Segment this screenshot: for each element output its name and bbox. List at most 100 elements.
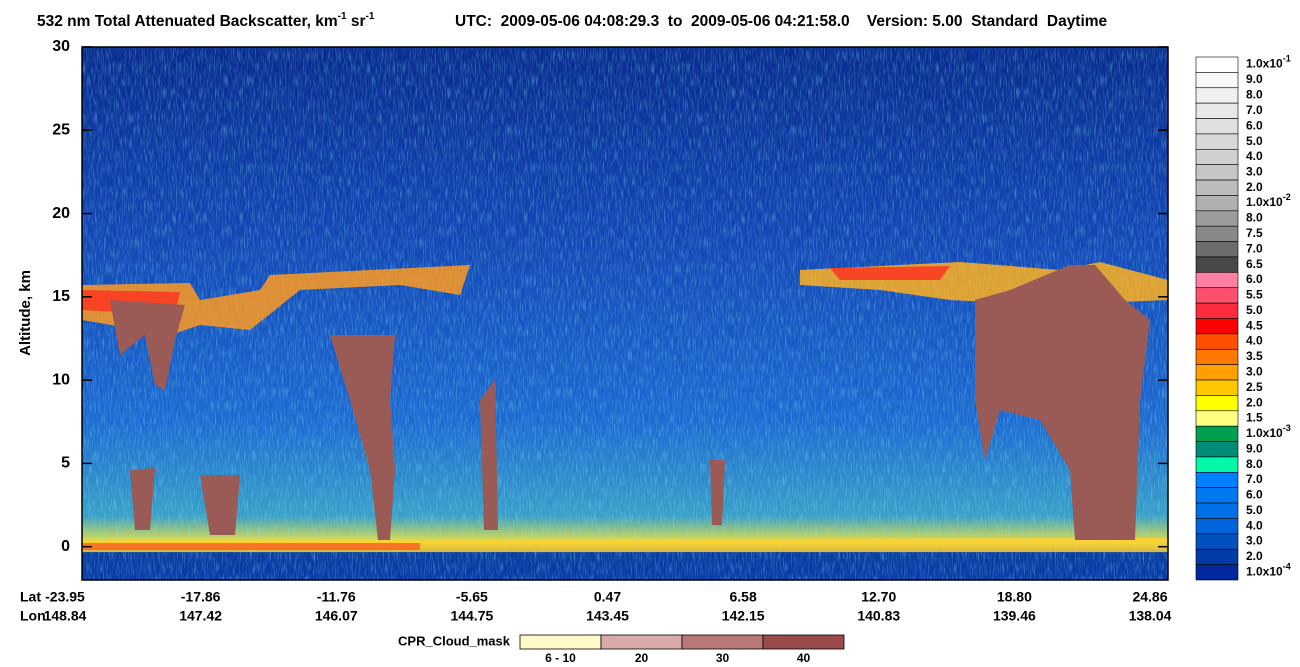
colorbar-swatch: [1195, 195, 1239, 212]
x-tick-label: 144.75: [450, 608, 493, 624]
colorbar-label-base: 1.0x10: [1246, 57, 1283, 71]
colorbar-label: 4.0: [1246, 149, 1263, 163]
colorbar-swatch: [1195, 364, 1239, 381]
colorbar-swatch: [1195, 379, 1239, 396]
x-tick-label: -5.65: [456, 589, 488, 605]
colorbar-label: 6.0: [1246, 488, 1263, 502]
colorbar-label: 7.0: [1246, 103, 1263, 117]
y-tick-label: 0: [61, 538, 70, 555]
colorbar-swatch: [1195, 102, 1239, 119]
colorbar-label: 5.0: [1246, 303, 1263, 317]
colorbar-label: 6.0: [1246, 118, 1263, 132]
colorbar-label: 4.0: [1246, 518, 1263, 532]
colorbar-label: 3.0: [1246, 534, 1263, 548]
x-tick-label: 138.04: [1129, 608, 1172, 624]
x-tick-label: 6.58: [730, 589, 757, 605]
colorbar-swatch: [1195, 456, 1239, 473]
colorbar-swatch: [1195, 87, 1239, 104]
y-tick-label: 30: [52, 38, 70, 55]
colorbar-label: 8.0: [1246, 211, 1263, 225]
colorbar-swatch: [1195, 133, 1239, 150]
colorbar-label: 2.0: [1246, 395, 1263, 409]
colorbar-swatch: [1195, 164, 1239, 181]
colorbar-label: 7.0: [1246, 472, 1263, 486]
cloud-mask-label: 6 - 10: [545, 651, 576, 665]
colorbar-swatch: [1195, 395, 1239, 412]
colorbar-label: 4.0: [1246, 334, 1263, 348]
colorbar-label: 1.0x10-4: [1246, 562, 1291, 579]
colorbar-label: 7.5: [1246, 226, 1263, 240]
colorbar-label: 3.5: [1246, 349, 1263, 363]
x-tick-label: 143.45: [586, 608, 629, 624]
colorbar-swatch: [1195, 148, 1239, 165]
x-tick-label: 142.15: [722, 608, 765, 624]
cloud-mask-swatch: [519, 634, 602, 650]
colorbar-swatch: [1195, 441, 1239, 458]
colorbar-label: 2.0: [1246, 180, 1263, 194]
cloud-mask-swatch: [762, 634, 845, 650]
x-tick-label: -23.95: [45, 589, 85, 605]
cloud-mask-label: 30: [716, 651, 730, 665]
colorbar-label: 4.5: [1246, 318, 1263, 332]
colorbar-swatch: [1195, 272, 1239, 289]
backscatter-image: [82, 47, 1168, 580]
x-tick-label: 148.84: [44, 608, 87, 624]
title-part: 532 nm Total Attenuated Backscatter, km: [37, 13, 338, 30]
colorbar-label-exp: -2: [1283, 193, 1291, 203]
colorbar-label-exp: -1: [1283, 54, 1291, 64]
colorbar-label: 8.0: [1246, 457, 1263, 471]
colorbar-swatch: [1195, 287, 1239, 304]
x-tick-label: -17.86: [181, 589, 221, 605]
x-tick-label: 24.86: [1132, 589, 1167, 605]
title-superscript: -1: [338, 11, 347, 22]
colorbar-label: 3.0: [1246, 365, 1263, 379]
colorbar-label: 9.0: [1246, 441, 1263, 455]
colorbar-label: 8.0: [1246, 88, 1263, 102]
title-superscript: -1: [366, 11, 375, 22]
colorbar-label: 2.0: [1246, 549, 1263, 563]
colorbar-label: 1.0x10-1: [1246, 54, 1291, 71]
colorbar-swatch: [1195, 318, 1239, 335]
colorbar-swatch: [1195, 302, 1239, 319]
colorbar-label: 2.5: [1246, 380, 1263, 394]
colorbar-label: 7.0: [1246, 241, 1263, 255]
cloud-mask-swatch: [600, 634, 683, 650]
x-tick-label: 18.80: [997, 589, 1032, 605]
colorbar-label: 5.5: [1246, 288, 1263, 302]
cloud-mask-label: 40: [797, 651, 811, 665]
colorbar-swatch: [1195, 241, 1239, 258]
cloud-mask-swatch: [681, 634, 764, 650]
colorbar-swatch: [1195, 333, 1239, 350]
colorbar-label: 6.5: [1246, 257, 1263, 271]
colorbar-swatch: [1195, 179, 1239, 196]
colorbar-swatch: [1195, 425, 1239, 442]
x-tick-label: -11.76: [317, 589, 356, 605]
colorbar-label: 1.5: [1246, 411, 1263, 425]
x-row-name: Lon: [20, 608, 46, 624]
colorbar-label: 5.0: [1246, 503, 1263, 517]
y-tick-label: 25: [52, 122, 70, 139]
y-tick-label: 20: [52, 205, 70, 222]
chart-title: 532 nm Total Attenuated Backscatter, km-…: [37, 11, 375, 30]
x-tick-label: 0.47: [594, 589, 621, 605]
colorbar-label: 5.0: [1246, 134, 1263, 148]
colorbar-swatch: [1195, 410, 1239, 427]
colorbar-swatch: [1195, 472, 1239, 489]
colorbar-label-base: 1.0x10: [1246, 426, 1283, 440]
y-tick-label: 15: [52, 288, 70, 305]
colorbar-swatch: [1195, 518, 1239, 535]
x-tick-label: 12.70: [861, 589, 896, 605]
colorbar-swatch: [1195, 533, 1239, 550]
y-axis-label: Altitude, km: [17, 270, 34, 356]
colorbar-swatch: [1195, 225, 1239, 242]
colorbar-swatch: [1195, 118, 1239, 135]
colorbar-swatch: [1195, 56, 1239, 73]
colorbar-label: 6.0: [1246, 272, 1263, 286]
colorbar-swatch: [1195, 348, 1239, 365]
cloud-mask-label: 20: [635, 651, 649, 665]
colorbar-swatch: [1195, 564, 1239, 581]
colorbar-label-base: 1.0x10: [1246, 564, 1283, 578]
colorbar-label-base: 1.0x10: [1246, 195, 1283, 209]
colorbar-label-exp: -3: [1283, 423, 1291, 433]
